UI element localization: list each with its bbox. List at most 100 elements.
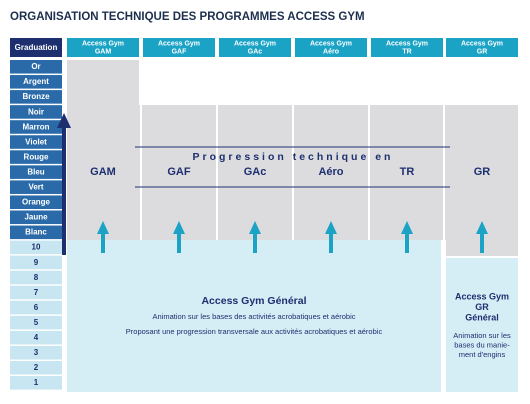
program-header-box: [67, 38, 139, 57]
level-cell: [10, 255, 62, 270]
grade-cell: [10, 195, 62, 209]
grade-cell: [10, 60, 62, 74]
up-arrow-shaft: [101, 232, 105, 253]
up-arrow-head: [173, 221, 185, 234]
grade-cell: [10, 120, 62, 134]
up-arrow-head: [401, 221, 413, 234]
gr-line: Animation sur les: [453, 331, 511, 340]
program-header: GAM: [95, 48, 112, 55]
program-label: TR: [400, 166, 415, 178]
level-label: 1: [34, 378, 39, 387]
program-label: GAF: [167, 166, 191, 178]
up-arrow-shaft: [329, 232, 333, 253]
level-label: 6: [34, 303, 39, 312]
level-cell: [10, 270, 62, 285]
grade-cell: [10, 90, 62, 104]
grade-cell: [10, 150, 62, 164]
grade-cell: [10, 225, 62, 240]
gr-title: Access Gym: [455, 291, 509, 301]
grey-zone: [67, 60, 139, 105]
grade-cell: [10, 180, 62, 194]
level-cell: [10, 376, 62, 390]
grade-label: Orange: [22, 198, 51, 207]
progress-arrow-shaft: [62, 125, 66, 255]
level-cell: [10, 361, 62, 375]
program-header: Aéro: [323, 48, 339, 55]
program-label: Aéro: [318, 166, 343, 178]
up-arrow-shaft: [480, 232, 484, 253]
level-label: 3: [34, 348, 39, 357]
grade-cell: [10, 210, 62, 225]
progression-text: Progression technique en: [193, 151, 394, 163]
program-header-box: [295, 38, 367, 57]
program-header: Access Gym: [386, 40, 428, 47]
grade-label: Rouge: [24, 152, 49, 161]
graduation-header-box: [10, 38, 62, 57]
progress-arrow-head: [57, 113, 71, 128]
grade-cell: [10, 135, 62, 149]
level-cell: [10, 330, 62, 345]
level-label: 10: [32, 243, 41, 252]
level-label: 8: [34, 273, 39, 282]
level-cell: [10, 345, 62, 360]
gr-line: ment d'engins: [459, 350, 506, 359]
level-label: 4: [34, 333, 39, 342]
program-header-box: [446, 38, 518, 57]
level-cell: [10, 300, 62, 315]
program-header: GAF: [172, 48, 188, 55]
grade-label: Vert: [28, 183, 43, 192]
program-header: GAc: [248, 48, 263, 55]
program-header-box: [371, 38, 443, 57]
program-label: GAc: [244, 166, 267, 178]
level-label: 9: [34, 258, 39, 267]
program-header: Access Gym: [82, 40, 124, 47]
program-header: TR: [402, 48, 411, 55]
program-header-box: [219, 38, 291, 57]
level-label: 7: [34, 288, 39, 297]
gr-line: bases du manie-: [454, 340, 510, 349]
grade-label: Or: [31, 62, 40, 71]
title: ORGANISATION TECHNIQUE DES PROGRAMMES AC…: [10, 11, 365, 23]
level-label: 5: [34, 318, 39, 327]
program-header-box: [143, 38, 215, 57]
program-label: GAM: [90, 166, 116, 178]
grade-label: Violet: [25, 137, 47, 146]
program-label: GR: [474, 166, 491, 178]
gr-title: GR: [475, 302, 489, 312]
grade-cell: [10, 105, 62, 119]
level-label: 2: [34, 363, 39, 372]
grade-label: Noir: [28, 107, 44, 116]
program-header: Access Gym: [234, 40, 276, 47]
level-cell: [10, 240, 62, 255]
grade-cell: [10, 75, 62, 89]
general-title: Access Gym Général: [201, 295, 306, 307]
up-arrow-head: [249, 221, 261, 234]
program-header: GR: [477, 48, 488, 55]
general-line: Proposant une progression transversale a…: [126, 327, 383, 336]
grade-label: Argent: [23, 77, 49, 86]
grade-label: Jaune: [24, 213, 48, 222]
general-zone: [67, 240, 441, 392]
graduation-header: Graduation: [15, 43, 58, 52]
up-arrow-head: [97, 221, 109, 234]
grade-label: Marron: [22, 122, 49, 131]
up-arrow-head: [476, 221, 488, 234]
program-header: Access Gym: [158, 40, 200, 47]
program-header: Access Gym: [461, 40, 503, 47]
program-header: Access Gym: [310, 40, 352, 47]
up-arrow-shaft: [177, 232, 181, 253]
grade-label: Blanc: [25, 228, 47, 237]
up-arrow-shaft: [405, 232, 409, 253]
gr-zone: [446, 258, 518, 392]
level-cell: [10, 315, 62, 330]
grade-cell: [10, 165, 62, 179]
up-arrow-head: [325, 221, 337, 234]
level-cell: [10, 285, 62, 300]
up-arrow-shaft: [253, 232, 257, 253]
grade-label: Bronze: [22, 92, 50, 101]
gr-title: Général: [465, 312, 499, 322]
grade-label: Bleu: [27, 167, 44, 176]
general-line: Animation sur les bases des activités ac…: [152, 312, 355, 321]
